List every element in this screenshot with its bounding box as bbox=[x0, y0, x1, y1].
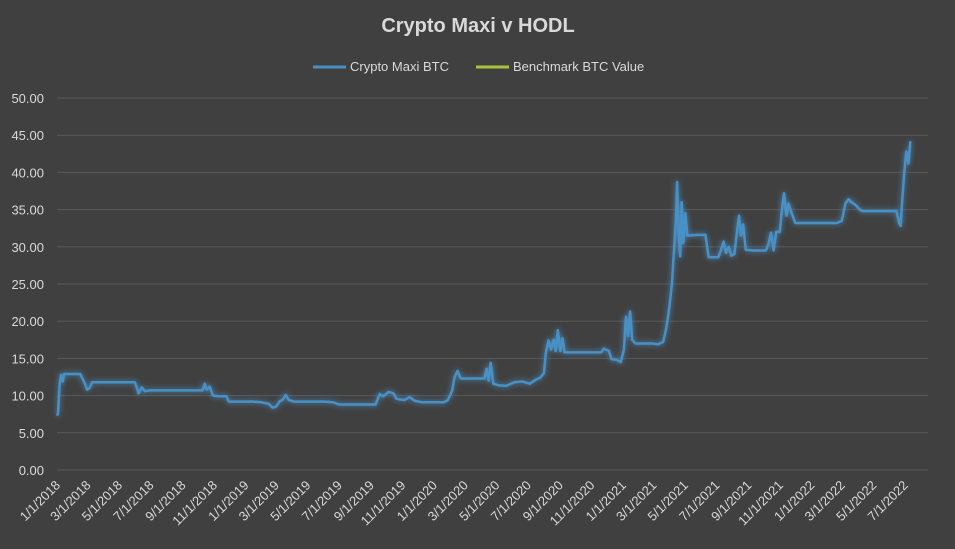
y-tick-label: 25.00 bbox=[11, 277, 44, 292]
y-tick-label: 15.00 bbox=[11, 351, 44, 366]
y-tick-label: 40.00 bbox=[11, 165, 44, 180]
y-axis: 0.00 5.00 10.00 15.00 20.00 25.00 30.00 35.00 40… bbox=[11, 91, 44, 478]
chart-title: Crypto Maxi v HODL bbox=[381, 15, 574, 37]
series-line-crypto-maxi bbox=[55, 141, 912, 417]
legend-label-crypto-maxi: Crypto Maxi BTC bbox=[350, 59, 449, 74]
y-tick-label: 50.00 bbox=[11, 91, 44, 106]
legend-label-benchmark: Benchmark BTC Value bbox=[513, 59, 644, 74]
y-tick-label: 0.00 bbox=[19, 463, 44, 478]
legend: Crypto Maxi BTC Benchmark BTC Value bbox=[313, 59, 644, 74]
series-layer bbox=[55, 141, 912, 418]
legend-item-benchmark: Benchmark BTC Value bbox=[476, 59, 644, 74]
legend-item-crypto-maxi: Crypto Maxi BTC bbox=[313, 59, 449, 74]
x-axis: 1/1/20183/1/20185/1/20187/1/20189/1/2018… bbox=[17, 478, 911, 529]
y-tick-label: 20.00 bbox=[11, 314, 44, 329]
y-tick-label: 5.00 bbox=[19, 426, 44, 441]
y-tick-label: 10.00 bbox=[11, 389, 44, 404]
y-tick-label: 35.00 bbox=[11, 203, 44, 218]
y-tick-label: 30.00 bbox=[11, 240, 44, 255]
y-tick-label: 45.00 bbox=[11, 128, 44, 143]
